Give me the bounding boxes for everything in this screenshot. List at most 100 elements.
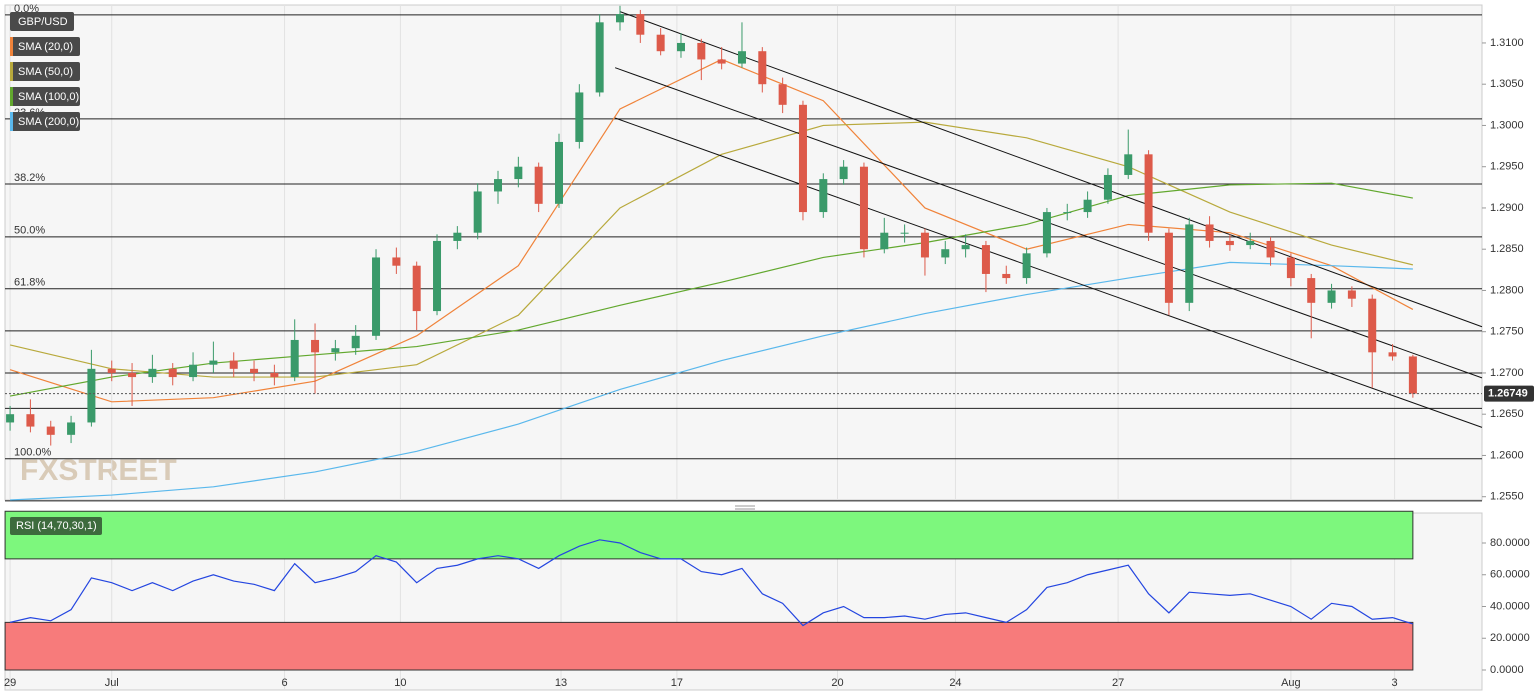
- candle-body: [839, 166, 848, 180]
- candle-body: [1144, 154, 1153, 233]
- x-tick-label: 27: [1112, 677, 1124, 689]
- legend-label: SMA (50,0): [18, 66, 73, 78]
- legend-label: GBP/USD: [18, 16, 68, 28]
- candle-body: [1124, 154, 1133, 175]
- candle-body: [270, 372, 279, 378]
- candle-body: [961, 245, 970, 250]
- candle-body: [67, 422, 76, 435]
- x-tick-label: 17: [671, 677, 683, 689]
- candle-body: [595, 22, 604, 93]
- candle-body: [87, 368, 96, 423]
- candle-body: [737, 51, 746, 64]
- y-tick-label: 1.2950: [1490, 161, 1524, 173]
- candle-body: [392, 257, 401, 266]
- candle-body: [311, 339, 320, 353]
- legend-box: [10, 12, 74, 31]
- candle-body: [778, 84, 787, 105]
- candle-body: [433, 240, 442, 312]
- candle-body: [1266, 240, 1275, 258]
- candle-body: [941, 249, 950, 258]
- candle-body: [615, 14, 624, 23]
- candle-body: [290, 339, 299, 378]
- fib-label: 61.8%: [14, 277, 45, 289]
- candle-body: [351, 335, 360, 349]
- candle-body: [229, 360, 238, 369]
- legend-swatch: [10, 37, 13, 56]
- y-tick-label: 20.0000: [1490, 632, 1530, 644]
- x-tick-label: 20: [831, 677, 843, 689]
- candle-body: [1307, 278, 1316, 303]
- candle-body: [189, 364, 198, 378]
- candle-body: [656, 34, 665, 52]
- legend-box: [10, 112, 80, 131]
- candle-body: [798, 104, 807, 213]
- y-tick-label: 0.0000: [1490, 664, 1524, 676]
- y-tick-label: 1.2700: [1490, 367, 1524, 379]
- candle-body: [1083, 199, 1092, 213]
- legend-box: [10, 87, 80, 106]
- rsi-title: RSI (14,70,30,1): [16, 520, 97, 532]
- candle-body: [1164, 232, 1173, 303]
- candle-body: [819, 179, 828, 213]
- legend-label: SMA (20,0): [18, 41, 73, 53]
- candle-body: [473, 191, 482, 233]
- candle-body: [250, 368, 259, 373]
- y-tick-label: 1.2650: [1490, 408, 1524, 420]
- fib-label: 38.2%: [14, 172, 45, 184]
- candle-body: [412, 265, 421, 312]
- x-tick-label: 3: [1392, 677, 1398, 689]
- candle-body: [636, 14, 645, 35]
- watermark: FXSTREET: [20, 454, 177, 487]
- candle-body: [514, 166, 523, 180]
- legend-box: [10, 37, 80, 56]
- candle-body: [6, 414, 15, 423]
- candle-body: [717, 59, 726, 64]
- sma-line: [9, 121, 1414, 378]
- x-tick-label: 24: [949, 677, 961, 689]
- candle-body: [148, 368, 157, 378]
- candle-body: [575, 92, 584, 142]
- candle-body: [128, 372, 137, 378]
- fib-label: 0.0%: [14, 3, 39, 15]
- y-tick-label: 1.3100: [1490, 37, 1524, 49]
- candle-body: [1225, 240, 1234, 246]
- candle-body: [1022, 253, 1031, 279]
- x-tick-label: Jul: [105, 677, 119, 689]
- y-tick-label: 40.0000: [1490, 600, 1530, 612]
- price-panel: [4, 4, 1483, 501]
- x-tick-label: 10: [394, 677, 406, 689]
- candle-body: [981, 245, 990, 274]
- legend-label: SMA (100,0): [18, 91, 79, 103]
- legend-swatch: [10, 62, 13, 81]
- y-tick-label: 1.2750: [1490, 326, 1524, 338]
- candle-body: [372, 257, 381, 336]
- candle-body: [1185, 224, 1194, 303]
- last-price-tag: [1484, 385, 1534, 402]
- x-tick-label: 6: [281, 677, 287, 689]
- candle-body: [697, 42, 706, 60]
- y-tick-label: 80.0000: [1490, 537, 1530, 549]
- trend-line: [614, 117, 1483, 428]
- candle-body: [1063, 212, 1072, 214]
- candle-body: [534, 166, 543, 204]
- sma-line: [10, 261, 1413, 501]
- y-tick-label: 1.2850: [1490, 243, 1524, 255]
- legend-swatch: [10, 112, 13, 131]
- overbought-zone: [4, 510, 1414, 560]
- candle-body: [168, 368, 177, 378]
- x-tick-label: 29: [4, 677, 16, 689]
- legend-swatch: [10, 87, 13, 106]
- legend-box: [10, 62, 80, 81]
- y-tick-label: 1.2600: [1490, 449, 1524, 461]
- candle-body: [1103, 174, 1112, 200]
- candle-body: [1388, 352, 1397, 357]
- candle-body: [1286, 257, 1295, 279]
- candle-body: [859, 166, 868, 250]
- x-tick-label: 13: [555, 677, 567, 689]
- candle-body: [900, 232, 909, 234]
- candle-body: [209, 360, 218, 365]
- y-tick-label: 1.2900: [1490, 202, 1524, 214]
- candle-body: [107, 368, 116, 373]
- fib-label: 50.0%: [14, 225, 45, 237]
